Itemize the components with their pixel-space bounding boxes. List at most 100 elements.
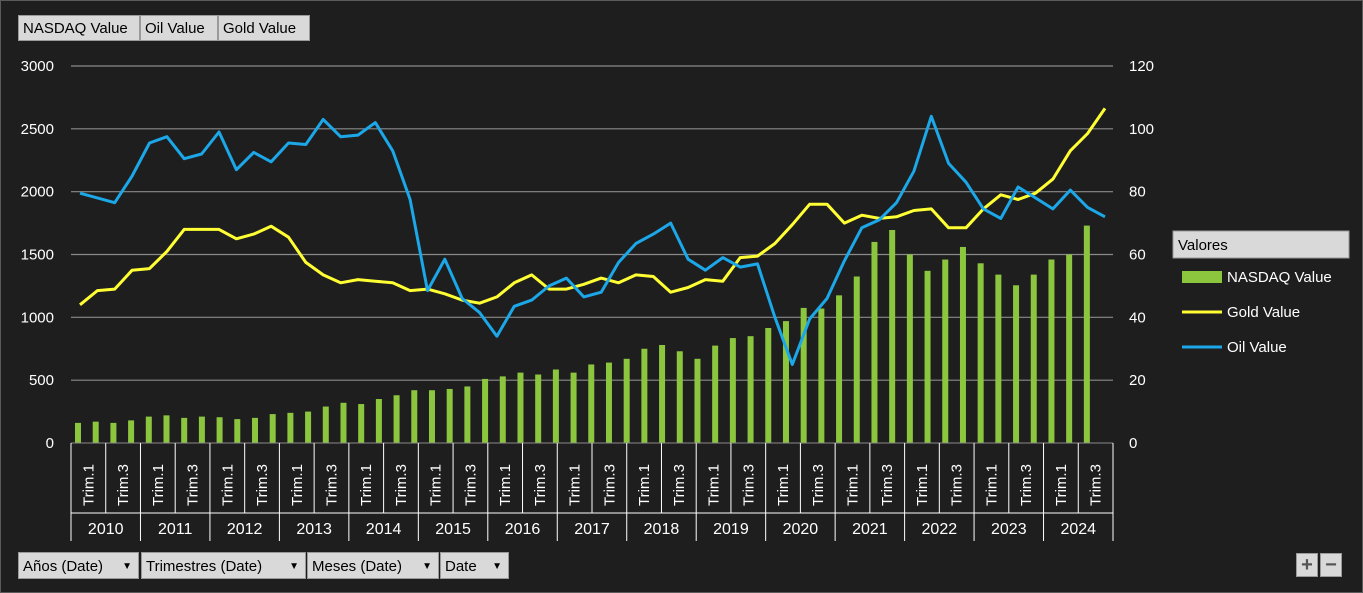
left-axis: 0 500 1000 1500 2000 2500 3000 [21,58,54,452]
nasdaq-bar [694,358,701,443]
year-label: 2023 [991,521,1027,538]
nasdaq-bar [782,321,789,443]
nasdaq-bar [216,417,223,443]
year-label: 2020 [783,521,819,538]
nasdaq-bar [1030,274,1037,443]
gold-value-line [79,107,1107,306]
left-tick-label: 1000 [21,309,54,326]
legend: Valores NASDAQ Value Gold Value Oil Value [1172,230,1350,356]
nasdaq-bar [729,338,736,443]
year-label: 2014 [366,521,402,538]
nasdaq-bar [517,372,524,443]
nasdaq-bar [428,390,435,443]
nasdaq-bar [588,364,595,443]
nasdaq-bar [906,254,913,443]
chevron-down-icon: ▼ [422,561,432,572]
nasdaq-bar [1013,285,1020,443]
right-tick-label: 120 [1129,58,1154,75]
nasdaq-bar [712,345,719,443]
nasdaq-bar [995,274,1002,443]
expand-field-button[interactable]: + [1296,553,1318,577]
legend-entry-label: Oil Value [1227,339,1287,356]
nasdaq-bar [818,308,825,443]
chevron-down-icon: ▼ [122,561,132,572]
nasdaq-bar [269,414,276,443]
quarter-tick-label: Trim.3 [115,464,132,506]
quarter-tick-label: Trim.3 [949,464,966,506]
quarter-tick-label: Trim.3 [185,464,202,506]
nasdaq-value-field-button[interactable]: NASDAQ Value [18,15,140,41]
plus-icon: + [1301,554,1313,576]
quarter-tick-label: Trim.3 [810,464,827,506]
left-tick-label: 0 [46,435,54,452]
trimestres-date-label: Trimestres (Date) [146,558,263,575]
quarter-tick-label: Trim.3 [1088,464,1105,506]
nasdaq-bar [358,404,365,443]
right-tick-label: 60 [1129,247,1146,264]
nasdaq-bar [1083,225,1090,443]
quarter-tick-label: Trim.3 [532,464,549,506]
nasdaq-bar [1048,259,1055,443]
year-label: 2010 [88,521,124,538]
nasdaq-bar [552,369,559,443]
nasdaq-bar [305,411,312,443]
nasdaq-bar [747,336,754,443]
nasdaq-bar [853,276,860,443]
quarter-tick-label: Trim.1 [636,464,653,506]
legend-entry-label: NASDAQ Value [1227,269,1332,286]
meses-date-label: Meses (Date) [312,558,403,575]
nasdaq-bar [535,374,542,443]
right-tick-label: 40 [1129,309,1146,326]
year-label: 2021 [852,521,888,538]
quarter-tick-label: Trim.1 [1053,464,1070,506]
nasdaq-bar [181,417,188,443]
left-tick-label: 2500 [21,121,54,138]
left-tick-label: 500 [29,372,54,389]
right-tick-label: 100 [1129,121,1154,138]
nasdaq-bar [605,362,612,443]
nasdaq-bar [92,421,99,443]
nasdaq-bar [499,376,506,443]
lines [79,107,1107,366]
year-label: 2015 [435,521,471,538]
quarter-tick-label: Trim.1 [845,464,862,506]
collapse-field-button[interactable]: − [1320,553,1342,577]
year-label: 2016 [505,521,541,538]
nasdaq-bar [765,328,772,443]
nasdaq-bar [251,417,258,443]
nasdaq-bar [198,416,205,443]
nasdaq-bar [322,406,329,443]
date-dropdown[interactable]: Date ▼ [440,552,509,579]
year-label: 2011 [158,521,193,538]
nasdaq-bar [464,386,471,443]
left-tick-label: 2000 [21,184,54,201]
nasdaq-bar [145,416,152,443]
quarter-tick-label: Trim.1 [775,464,792,506]
quarter-tick-label: Trim.1 [706,464,723,506]
quarter-tick-label: Trim.3 [740,464,757,506]
anos-date-dropdown[interactable]: Años (Date) ▼ [18,552,139,579]
nasdaq-bars [75,225,1090,443]
meses-date-dropdown[interactable]: Meses (Date) ▼ [307,552,439,579]
quarter-tick-label: Trim.1 [983,464,1000,506]
nasdaq-bar [128,420,135,443]
year-label: 2019 [713,521,749,538]
quarter-tick-label: Trim.3 [601,464,618,506]
year-label: 2012 [227,521,263,538]
right-tick-label: 20 [1129,372,1146,389]
quarter-tick-label: Trim.3 [1018,464,1035,506]
quarter-tick-label: Trim.3 [393,464,410,506]
gold-value-field-button[interactable]: Gold Value [218,15,310,41]
legend-title: Valores [1178,237,1228,254]
date-label: Date [445,558,477,575]
right-tick-label: 80 [1129,184,1146,201]
legend-swatch-nasdaq [1182,271,1222,283]
quarter-tick-label: Trim.1 [358,464,375,506]
trimestres-date-dropdown[interactable]: Trimestres (Date) ▼ [141,552,306,579]
minus-icon: − [1325,554,1337,576]
year-label: 2018 [644,521,680,538]
left-tick-label: 3000 [21,58,54,75]
year-label: 2013 [296,521,332,538]
oil-value-field-button[interactable]: Oil Value [140,15,218,41]
